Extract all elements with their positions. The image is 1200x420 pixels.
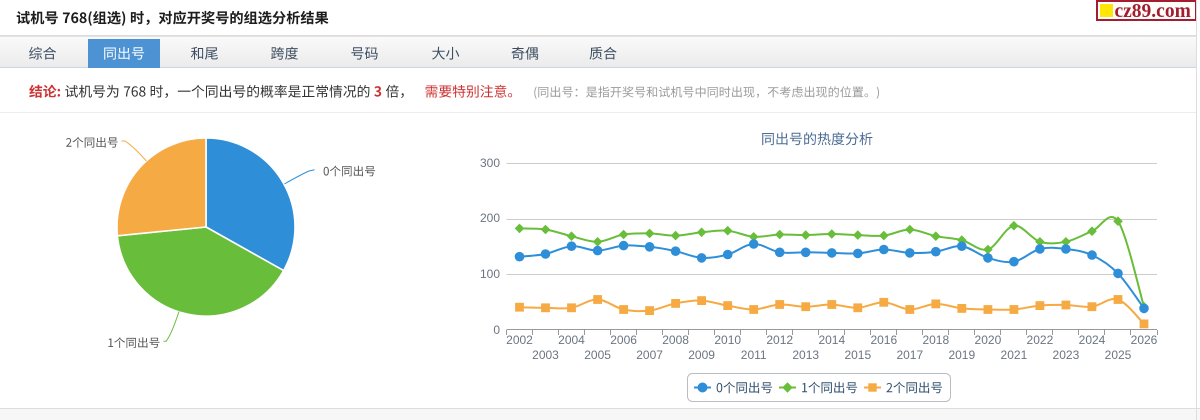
svg-text:2008: 2008 [662, 333, 689, 347]
svg-text:2025: 2025 [1105, 348, 1132, 362]
svg-text:2012: 2012 [766, 333, 793, 347]
svg-text:2017: 2017 [896, 348, 923, 362]
svg-text:2010: 2010 [714, 333, 741, 347]
svg-text:2006: 2006 [610, 333, 637, 347]
svg-text:2021: 2021 [1001, 348, 1028, 362]
svg-text:2024: 2024 [1079, 333, 1106, 347]
svg-text:2009: 2009 [688, 348, 715, 362]
svg-text:2016: 2016 [870, 333, 897, 347]
svg-text:2002: 2002 [506, 333, 533, 347]
svg-text:0: 0 [493, 323, 500, 337]
svg-text:2018: 2018 [922, 333, 949, 347]
svg-text:2023: 2023 [1053, 348, 1080, 362]
svg-text:2014: 2014 [818, 333, 845, 347]
svg-text:2007: 2007 [636, 348, 663, 362]
svg-text:2003: 2003 [532, 348, 559, 362]
svg-text:2013: 2013 [792, 348, 819, 362]
svg-text:2020: 2020 [975, 333, 1002, 347]
svg-text:2022: 2022 [1027, 333, 1054, 347]
svg-text:2005: 2005 [584, 348, 611, 362]
svg-text:2026: 2026 [1131, 333, 1158, 347]
svg-text:2004: 2004 [558, 333, 585, 347]
svg-text:cz89.com: cz89.com [1115, 1, 1191, 22]
svg-text:200: 200 [480, 211, 500, 225]
svg-text:100: 100 [480, 267, 500, 281]
svg-text:2015: 2015 [844, 348, 871, 362]
svg-text:2011: 2011 [741, 348, 767, 362]
svg-text:300: 300 [480, 156, 500, 170]
svg-text:2019: 2019 [948, 348, 975, 362]
